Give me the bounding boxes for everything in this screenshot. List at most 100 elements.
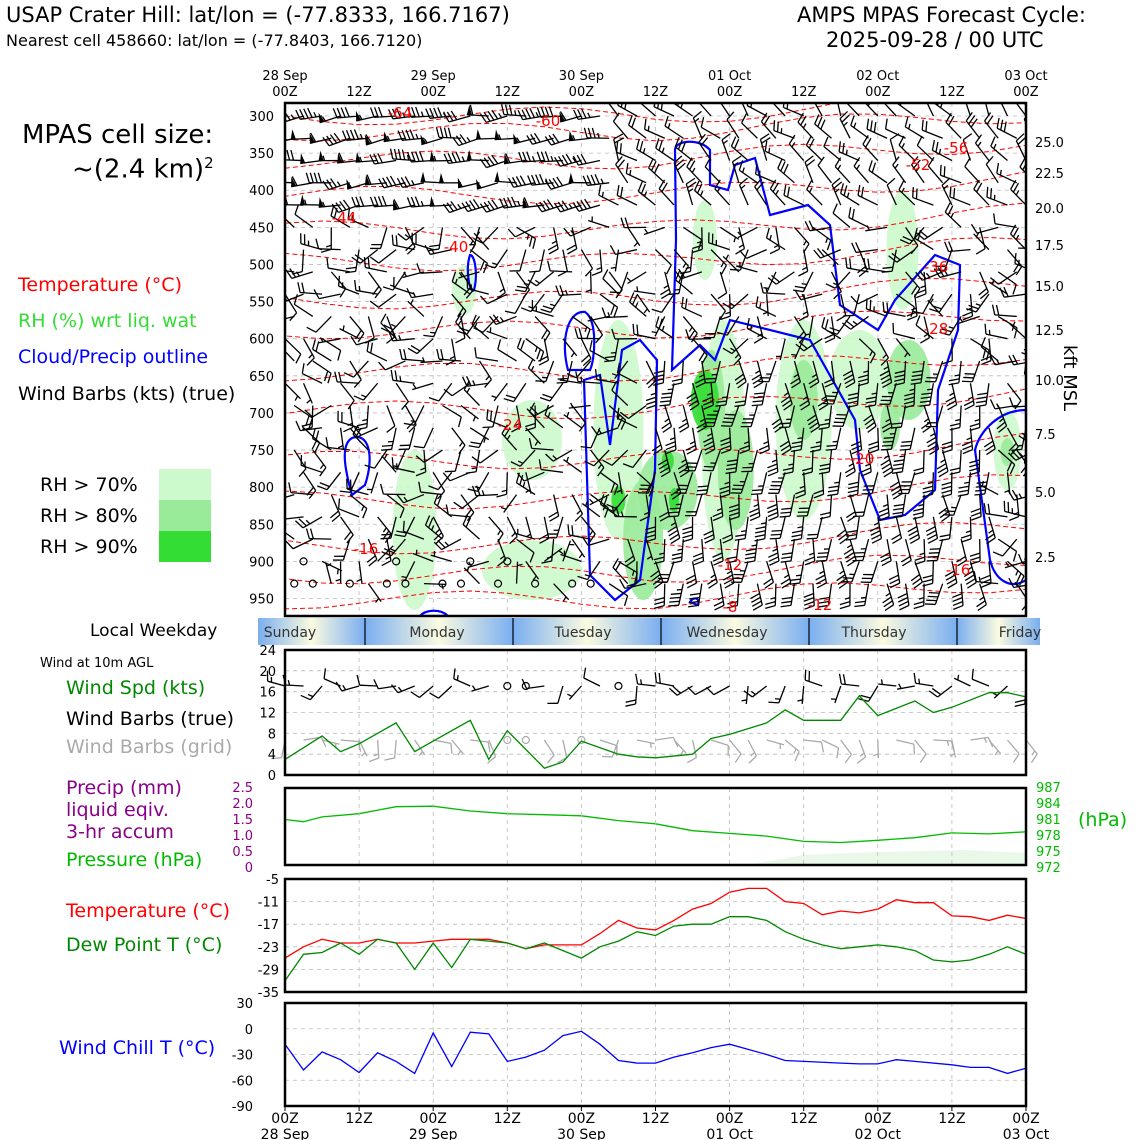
cross-section-wind-barb [349,494,368,519]
barb-half [420,467,426,471]
cross-section-wind-barb [793,316,807,344]
barb-full [660,470,671,478]
barb-full [306,326,317,333]
legend-rh90-label: RH > 90% [40,536,138,558]
barb-staff [353,360,369,378]
barb-full [580,445,592,449]
barb-full [737,381,747,389]
cross-section-wind-barb [585,271,592,294]
barb-full [678,272,684,283]
barb-full [767,471,779,477]
barb-full [586,329,591,340]
barb-staff [543,739,555,756]
barb-half [1050,532,1054,536]
barb-full [396,177,403,188]
cross-section-wind-barb [554,200,582,213]
barb-staff [710,739,729,747]
barb-full [889,481,900,489]
barb-half [844,597,851,600]
barb-full [751,493,762,496]
cross-section-wind-barb [628,292,647,317]
cross-section-wind-barb [850,293,879,305]
barb-full [668,687,678,696]
barb-staff [513,137,536,145]
cross-section-wind-barb [462,514,480,540]
cross-section-wind-barb [471,449,499,464]
cross-section-wind-barb [639,494,651,522]
cross-section-wind-barb [703,316,721,339]
barb-staff [965,103,972,117]
cross-section-wind-barb [730,472,749,494]
barb-full [578,422,587,432]
cross-section-wind-barb [692,110,703,139]
barb-full [487,756,497,764]
barb-full [853,511,865,514]
barb-half [587,112,591,118]
barb-full [278,203,283,212]
cross-section-wind-barb [814,114,832,139]
barb-full [620,186,624,198]
cross-section-wind-barb [285,268,313,280]
barb-half [885,418,891,423]
barb-staff [897,685,915,690]
barb-full [381,551,392,557]
barb-full [624,555,634,563]
barb-flag [476,178,482,190]
barb-flag [504,153,510,164]
barb-full [780,578,791,585]
barb-full [330,510,339,519]
pressure-line [284,805,1027,844]
barb-full [862,135,869,145]
cross-section-wind-barb [1008,397,1026,408]
barb-full [703,465,715,468]
cross-section-wind-barb [693,180,712,206]
barb-full [1000,119,1004,131]
barb-full [315,238,320,249]
cross-section-wind-barb [805,135,823,162]
legend-rh90-swatch [159,531,211,562]
cross-section-wind-barb [758,360,777,383]
cross-section-wind-barb [734,383,749,408]
cross-section-wind-barb [879,360,893,389]
barb-full [319,482,330,488]
pressure-axis-tick: 600 [249,333,274,348]
barb-half [265,475,268,479]
barb-half [466,136,471,142]
barb-full [584,460,595,467]
barb-full [926,530,937,536]
cross-section-wind-barb [722,516,734,544]
barb-full [967,582,977,589]
barb-full [829,327,840,332]
barb-full [517,109,524,120]
barb-full [716,400,727,403]
barb-half [791,142,796,148]
cross-section-wind-barb [780,583,796,608]
cross-section-wind-barb [868,160,888,184]
barb-full [544,180,552,190]
cross-section-wind-barb [632,323,656,340]
barb-full [819,422,830,426]
barb-half [929,298,934,304]
barb-full [751,404,763,407]
barb-full [609,291,621,294]
barb-full [891,471,903,474]
barb-half [422,357,426,363]
barb-full [394,370,398,381]
barb-staff [661,293,675,313]
barb-full [436,495,442,507]
barb-full [501,424,508,434]
cross-section-wind-barb [1004,472,1011,495]
cross-section-wind-barb [503,557,512,566]
barb-full [1008,452,1017,461]
barb-half [753,503,759,508]
barb-full [842,370,853,377]
cross-section-wind-barb [612,558,629,585]
cross-section-wind-barb [721,405,740,427]
barb-full [890,582,900,589]
barb-full [781,556,792,559]
barb-half [681,418,688,423]
barb-full [616,184,620,196]
cross-section-wind-barb [526,132,554,145]
barb-full [986,186,989,198]
rh-region-70 [593,320,644,540]
